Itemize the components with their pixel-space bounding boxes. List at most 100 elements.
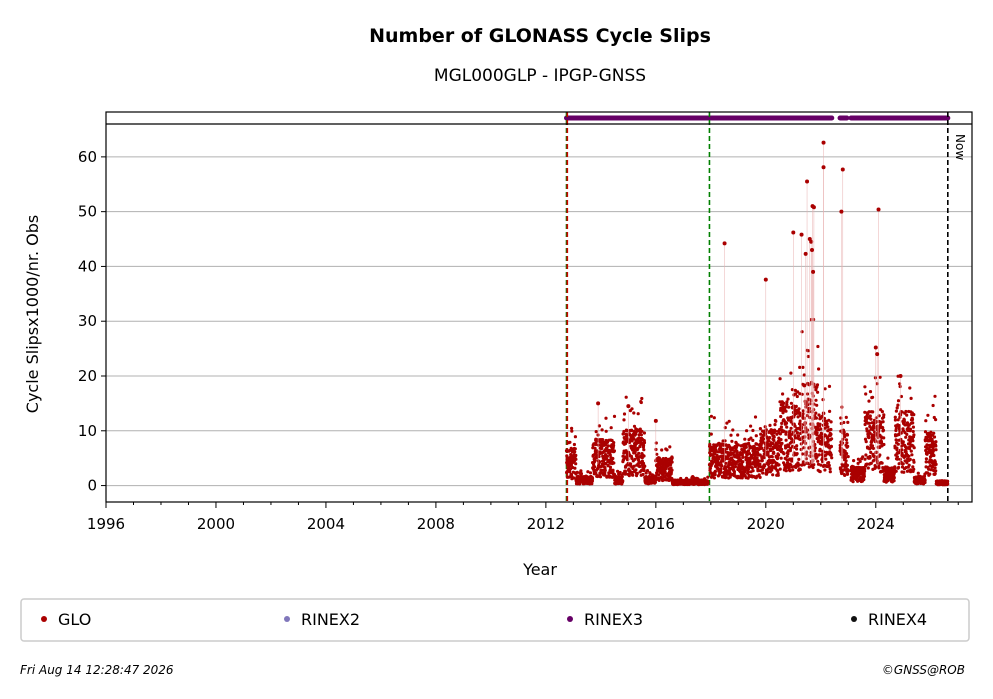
- glo-point-64: [572, 476, 576, 480]
- y-tick-label-20: 20: [78, 367, 97, 385]
- glo-point-2544: [868, 414, 872, 418]
- glo-point-2632: [878, 423, 883, 427]
- now-label: Now: [953, 134, 967, 160]
- glo-point-2804: [898, 384, 902, 389]
- glo-point-210: [588, 471, 593, 475]
- glo-point-2298: [829, 420, 833, 424]
- glo-point-2875: [906, 426, 910, 430]
- glo-point-318: [601, 468, 605, 472]
- glo-point-1665: [757, 459, 761, 463]
- glo-point-2060: [802, 446, 806, 450]
- glo-point-2889: [908, 386, 912, 390]
- glo-point-1866: [780, 447, 784, 451]
- legend-label-rinex4: RINEX4: [868, 610, 927, 629]
- glo-point-2508: [864, 440, 868, 444]
- glo-point-2052: [801, 365, 805, 369]
- glo-point-1685: [759, 465, 763, 469]
- glo-point-626: [636, 412, 640, 416]
- glo-point-1683: [759, 432, 763, 436]
- glo-point-1545: [743, 437, 747, 441]
- glo-point-2823: [900, 410, 904, 414]
- y-tick-label-40: 40: [78, 257, 97, 275]
- x-axis-ticks: 1996 2000 2004 2008 2012 2016 2020 2024: [87, 502, 959, 533]
- glo-point-2850: [903, 454, 907, 458]
- glo-point-1388: [725, 421, 729, 425]
- glo-point-1848: [778, 427, 782, 432]
- glo-point-1244: [708, 466, 713, 470]
- glo-point-1799: [772, 438, 776, 442]
- glo-point-491: [621, 479, 625, 483]
- glo-point-94: [575, 470, 579, 474]
- glo-point-1963: [791, 468, 795, 472]
- glo-point-1922: [786, 397, 790, 401]
- glo-point-30: [568, 440, 572, 444]
- glo-point-1487: [736, 443, 740, 447]
- glo-point-221: [590, 482, 594, 486]
- glo-point-2769: [894, 438, 898, 442]
- glo-point-2563: [870, 444, 875, 448]
- legend-marker-rinex3: [567, 616, 573, 622]
- glo-point-487: [620, 475, 624, 479]
- glo-point-680: [642, 431, 647, 435]
- glo-point-2285: [828, 409, 832, 413]
- glo-point-1945: [789, 446, 793, 450]
- glo-point-1483: [736, 433, 740, 437]
- glo-point-2642: [879, 441, 884, 445]
- glo-point-3105: [932, 435, 937, 439]
- glo-point-419: [612, 414, 617, 418]
- glo-point-2244: [823, 468, 827, 472]
- glo-point-2236: [822, 450, 826, 454]
- legend-label-rinex3: RINEX3: [584, 610, 643, 629]
- glo-point-1678: [758, 475, 762, 479]
- glo-point-2282: [827, 463, 831, 468]
- glo-point-1984: [793, 424, 797, 428]
- glo-point-77: [573, 447, 577, 451]
- glo-point-80: [574, 462, 578, 466]
- glo-point-3114: [934, 418, 938, 422]
- glo-point-2145: [812, 317, 816, 322]
- glo-point-677: [642, 454, 646, 458]
- glo-point-1986: [793, 388, 798, 392]
- glo-point-2597: [874, 416, 879, 420]
- glo-point-1813: [773, 429, 778, 433]
- glo-point-696: [644, 471, 648, 475]
- glo-point-1615: [751, 428, 755, 433]
- glo-point-1781: [770, 464, 774, 468]
- glo-point-187: [586, 470, 590, 474]
- legend: GLO RINEX2 RINEX3 RINEX4: [41, 610, 927, 629]
- glo-point-1902: [784, 405, 788, 409]
- glo-point-2650: [880, 410, 885, 414]
- glo-point-1928: [787, 444, 791, 448]
- glo-point-1906: [784, 430, 788, 434]
- glo-point-2763: [893, 418, 898, 422]
- glo-point-2010: [796, 415, 800, 419]
- glo-point-446: [616, 469, 620, 473]
- glo-point-2698: [886, 456, 890, 460]
- glo-point-126: [579, 469, 583, 473]
- glo-point-2531: [867, 436, 871, 440]
- glo-point-1440: [731, 428, 735, 432]
- glo-point-1285: [713, 451, 717, 455]
- glo-point-1854: [778, 467, 782, 471]
- glo-point-2099: [806, 354, 810, 359]
- footer-credit: ©GNSS@ROB: [882, 663, 965, 677]
- glo-point-3224: [799, 232, 804, 237]
- glo-point-1378: [724, 461, 728, 465]
- glo-point-2927: [912, 446, 916, 450]
- glo-point-2301: [829, 444, 834, 449]
- glo-point-1886: [782, 452, 786, 456]
- glo-point-2456: [858, 459, 862, 464]
- glo-point-2789: [896, 442, 900, 446]
- glo-point-3230: [811, 205, 816, 210]
- glo-point-73: [573, 466, 577, 470]
- glo-point-675: [642, 448, 646, 452]
- glo-point-1701: [761, 471, 765, 475]
- glo-point-2881: [907, 454, 911, 458]
- chart-subtitle: MGL000GLP - IPGP-GNSS: [434, 66, 646, 86]
- glo-point-2091: [805, 428, 810, 432]
- glo-point-3074: [929, 468, 933, 472]
- glo-point-2006: [796, 390, 800, 394]
- glo-point-2036: [799, 447, 803, 452]
- glo-point-639: [638, 464, 642, 469]
- glo-point-551: [628, 471, 632, 476]
